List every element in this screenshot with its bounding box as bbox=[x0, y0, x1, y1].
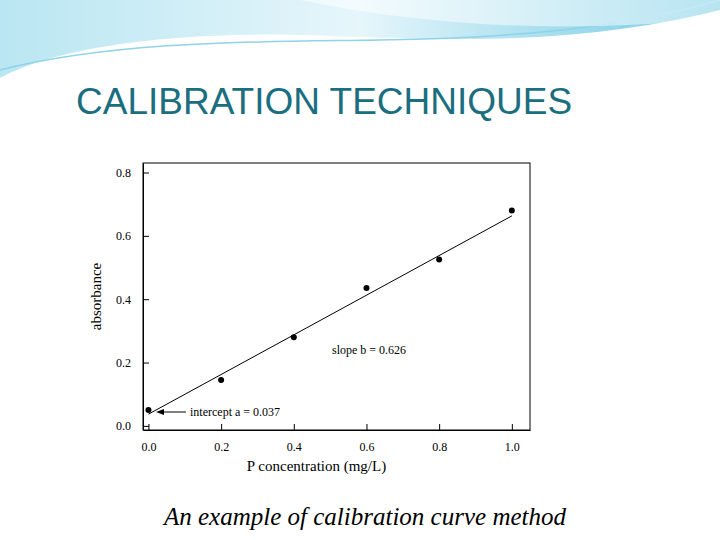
x-axis-line bbox=[144, 430, 531, 431]
y-tick-label: 0.0 bbox=[116, 419, 131, 433]
y-tick-mark bbox=[143, 173, 149, 174]
y-tick: 0.6 bbox=[116, 229, 149, 243]
x-tick: 0.2 bbox=[214, 424, 229, 454]
y-tick-label: 0.2 bbox=[116, 356, 131, 370]
y-axis: 0.0 0.2 0.4 0.6 0.8 bbox=[116, 164, 149, 434]
y-tick-mark bbox=[143, 426, 149, 427]
y-tick-mark bbox=[143, 299, 149, 300]
x-axis-label: P concentration (mg/L) bbox=[247, 458, 386, 475]
y-axis-label: absorbance bbox=[88, 262, 104, 330]
y-tick-label: 0.4 bbox=[116, 293, 131, 307]
x-tick: 0.6 bbox=[359, 424, 374, 454]
fit-line bbox=[148, 216, 511, 414]
data-point bbox=[218, 377, 224, 383]
x-tick-mark bbox=[221, 424, 222, 430]
swoosh bbox=[0, 0, 720, 78]
x-tick: 1.0 bbox=[505, 424, 520, 454]
x-tick-label: 0.6 bbox=[359, 440, 374, 454]
x-tick-label: 0.4 bbox=[287, 440, 302, 454]
data-point bbox=[363, 285, 369, 291]
y-tick-label: 0.8 bbox=[116, 166, 131, 180]
intercept-annotation: intercept a = 0.037 bbox=[190, 405, 280, 419]
x-tick-mark bbox=[512, 424, 513, 430]
data-point bbox=[145, 407, 151, 413]
x-axis: 0.0 0.2 0.4 0.6 0.8 1.0 bbox=[141, 424, 530, 454]
header-decoration bbox=[0, 0, 720, 78]
x-tick-mark bbox=[294, 424, 295, 430]
x-tick-label: 0.0 bbox=[141, 440, 156, 454]
y-tick: 0.4 bbox=[116, 293, 149, 307]
y-axis-line bbox=[143, 164, 144, 431]
y-tick-label: 0.6 bbox=[116, 229, 131, 243]
y-tick: 0.8 bbox=[116, 166, 149, 180]
data-point bbox=[509, 208, 515, 214]
chart-background bbox=[88, 158, 532, 480]
annotations: slope b = 0.626 intercept a = 0.037 bbox=[156, 343, 406, 419]
swoosh-line bbox=[0, 0, 720, 70]
annotation-arrowhead bbox=[156, 409, 164, 415]
swoosh-highlight bbox=[300, 0, 720, 26]
x-tick-label: 0.8 bbox=[432, 440, 447, 454]
y-tick: 0.2 bbox=[116, 356, 149, 370]
plot-area bbox=[145, 208, 514, 415]
x-tick-mark bbox=[148, 424, 149, 430]
y-tick-mark bbox=[143, 236, 149, 237]
plot-frame bbox=[143, 163, 530, 430]
y-tick-mark bbox=[143, 363, 149, 364]
data-point bbox=[436, 257, 442, 263]
title: CALIBRATION TECHNIQUES bbox=[76, 81, 572, 122]
x-tick-label: 0.2 bbox=[214, 440, 229, 454]
slope-annotation: slope b = 0.626 bbox=[332, 343, 406, 357]
caption: An example of calibration curve method bbox=[162, 503, 566, 530]
y-tick: 0.0 bbox=[116, 419, 149, 433]
x-tick-mark bbox=[366, 424, 367, 430]
x-tick-label: 1.0 bbox=[505, 440, 520, 454]
slide: CALIBRATION TECHNIQUES 0.0 0.2 0.4 0.6 0.8 1.0… bbox=[0, 0, 720, 540]
x-tick: 0.4 bbox=[287, 424, 302, 454]
x-tick-mark bbox=[439, 424, 440, 430]
x-tick: 0.8 bbox=[432, 424, 447, 454]
